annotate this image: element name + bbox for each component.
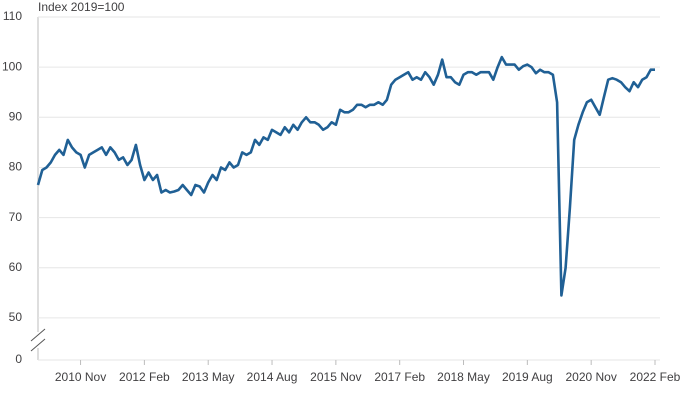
y-tick-label: 70 bbox=[9, 210, 23, 224]
y-tick-label: 50 bbox=[9, 310, 23, 324]
x-tick-label: 2022 Feb bbox=[630, 370, 681, 384]
y-tick-label: 100 bbox=[2, 59, 22, 73]
y-tick-label: 110 bbox=[3, 9, 22, 23]
x-tick-label: 2017 Feb bbox=[374, 370, 425, 384]
chart-title: Index 2019=100 bbox=[38, 0, 125, 14]
x-tick-label: 2015 Nov bbox=[310, 370, 361, 384]
x-tick-label: 2020 Nov bbox=[565, 370, 616, 384]
x-tick-label: 2013 May bbox=[182, 370, 235, 384]
y-tick-label: 80 bbox=[9, 160, 23, 174]
x-tick-label: 2018 May bbox=[437, 370, 490, 384]
data-line bbox=[36, 55, 655, 297]
x-tick-label: 2010 Nov bbox=[55, 370, 106, 384]
x-tick-label: 2012 Feb bbox=[119, 370, 170, 384]
y-tick-label: 0 bbox=[15, 352, 22, 366]
y-tick-label: 60 bbox=[9, 260, 23, 274]
axis-break bbox=[30, 328, 46, 352]
y-tick-label: 90 bbox=[9, 109, 23, 123]
x-tick-label: 2019 Aug bbox=[502, 370, 553, 384]
x-tick-label: 2014 Aug bbox=[247, 370, 298, 384]
